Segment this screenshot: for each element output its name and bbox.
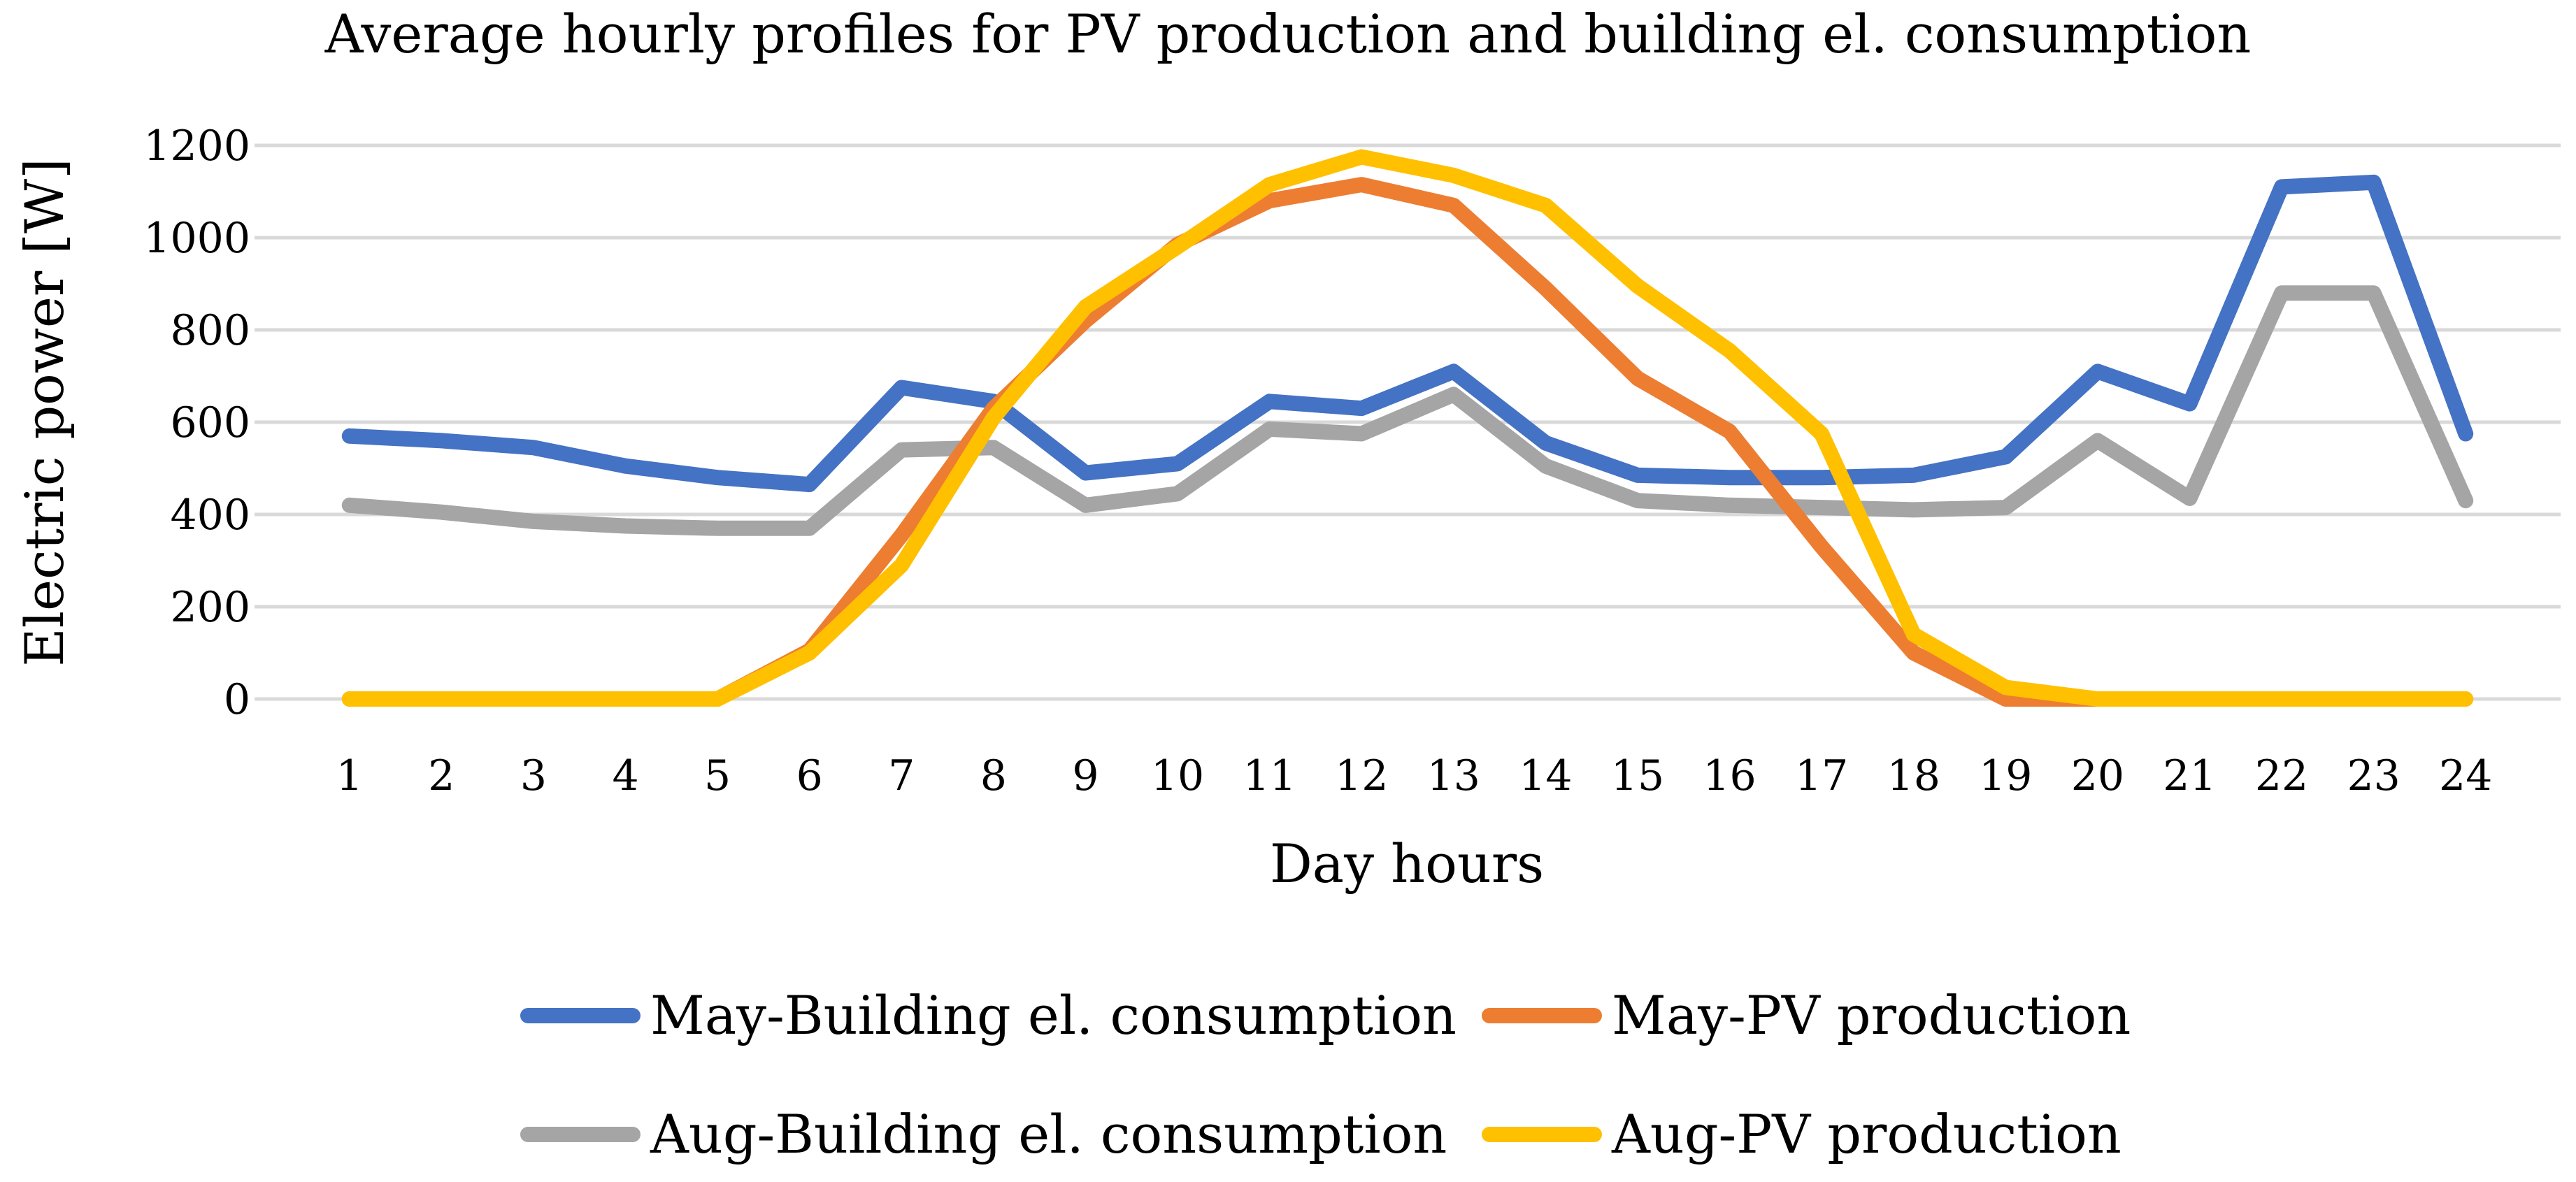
x-tick-label: 15: [1611, 751, 1664, 800]
legend-label-may-pv-production: May-PV production: [1612, 984, 2131, 1046]
y-tick-label: 800: [170, 306, 250, 355]
x-tick-label: 22: [2255, 751, 2308, 800]
x-tick-label: 21: [2163, 751, 2216, 800]
y-tick-label: 600: [170, 398, 250, 447]
x-tick-label: 13: [1427, 751, 1480, 800]
x-tick-label: 4: [612, 751, 638, 800]
x-tick-label: 19: [1979, 751, 2032, 800]
x-tick-label: 20: [2071, 751, 2124, 800]
x-tick-label: 6: [796, 751, 823, 800]
y-tick-label: 1000: [143, 214, 250, 263]
x-tick-label: 5: [704, 751, 731, 800]
y-tick-label: 0: [224, 675, 250, 724]
x-tick-label: 2: [428, 751, 455, 800]
y-axis-ticks: 0 200 400 600 800 1000 1200: [143, 122, 250, 724]
x-tick-label: 11: [1243, 751, 1296, 800]
gridlines: [255, 143, 2561, 701]
x-tick-label: 8: [980, 751, 1007, 800]
x-tick-label: 9: [1072, 751, 1099, 800]
y-tick-label: 200: [170, 583, 250, 632]
legend-label-aug-pv-production: Aug-PV production: [1611, 1103, 2121, 1165]
x-tick-label: 24: [2439, 751, 2492, 800]
x-tick-label: 1: [336, 751, 363, 800]
x-tick-label: 23: [2347, 751, 2400, 800]
y-tick-label: 1200: [143, 122, 250, 171]
series-line-aug-pv-production: [341, 149, 2474, 707]
x-tick-label: 12: [1335, 751, 1388, 800]
x-tick-label: 10: [1151, 751, 1204, 800]
x-axis-ticks: 1 2 3 4 5 6 7 8 9 10 11 12 13 14 15 16 17 18 19 20 21 22 23 24: [336, 751, 2493, 800]
series-lines: [341, 149, 2474, 707]
series-line-may-building-el-consumption: [341, 174, 2474, 493]
x-tick-label: 7: [888, 751, 915, 800]
x-tick-label: 18: [1887, 751, 1940, 800]
chart-title: Average hourly profiles for PV productio…: [324, 3, 2252, 65]
x-tick-label: 17: [1795, 751, 1848, 800]
x-tick-label: 3: [520, 751, 547, 800]
legend-label-aug-building-el-consumption: Aug-Building el. consumption: [650, 1103, 1447, 1165]
x-tick-label: 16: [1703, 751, 1756, 800]
legend: May-Building el. consumption May-PV produ…: [520, 984, 2131, 1165]
x-tick-label: 14: [1519, 751, 1572, 800]
y-axis-title: Electric power [W]: [13, 158, 76, 667]
x-axis-title: Day hours: [1270, 833, 1544, 895]
series-line-may-pv-production: [341, 177, 2474, 707]
series-line-aug-building-el-consumption: [341, 285, 2474, 536]
legend-label-may-building-el-consumption: May-Building el. consumption: [650, 984, 1457, 1046]
y-tick-label: 400: [170, 491, 250, 540]
